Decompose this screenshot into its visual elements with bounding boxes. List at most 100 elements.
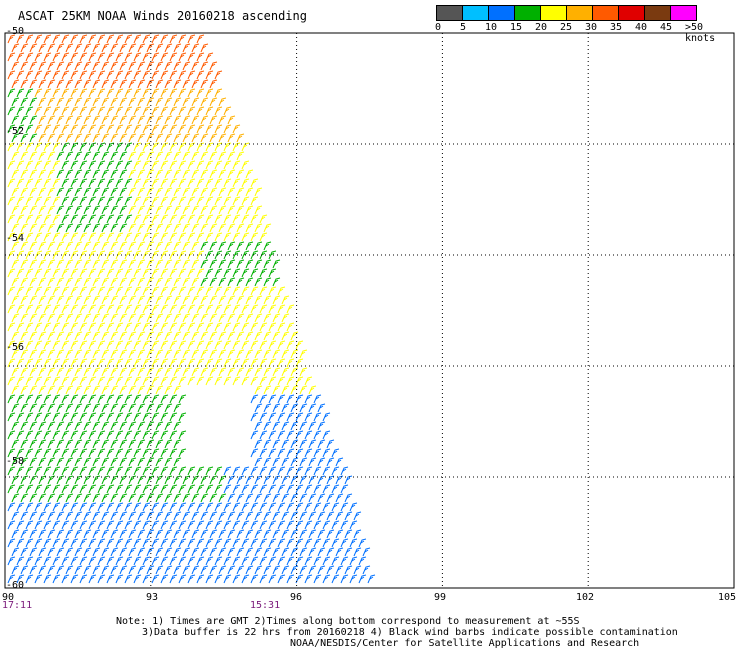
wind-barb — [101, 511, 110, 521]
wind-barb — [133, 196, 142, 206]
wind-barb — [92, 529, 101, 539]
wind-barb — [164, 223, 173, 233]
wind-barb — [56, 475, 65, 485]
wind-barb — [178, 178, 187, 188]
wind-barb — [38, 331, 47, 341]
wind-barb — [110, 403, 119, 413]
wind-barb — [250, 178, 259, 188]
wind-barb — [88, 538, 97, 548]
wind-barb — [101, 331, 110, 341]
wind-barb — [250, 232, 259, 242]
wind-barb — [326, 511, 335, 521]
wind-barb — [160, 412, 169, 422]
wind-barb — [263, 223, 272, 233]
wind-barb — [119, 493, 128, 503]
wind-barb — [259, 466, 268, 476]
wind-barb — [250, 358, 259, 368]
wind-barb — [335, 565, 344, 575]
wind-barb — [47, 277, 56, 287]
wind-barb — [196, 70, 205, 80]
wind-barb — [61, 250, 70, 260]
wind-barb — [7, 70, 16, 80]
wind-barb — [164, 97, 173, 107]
wind-barb — [20, 295, 29, 305]
wind-barb — [254, 223, 263, 233]
wind-barb — [38, 457, 47, 467]
wind-barb — [187, 304, 196, 314]
wind-barb — [155, 511, 164, 521]
wind-barb — [169, 52, 178, 62]
wind-barb — [38, 187, 47, 197]
wind-barb — [178, 52, 187, 62]
wind-barb — [20, 79, 29, 89]
wind-barb — [304, 556, 313, 566]
wind-barb — [83, 43, 92, 53]
wind-barb — [79, 250, 88, 260]
wind-barb — [218, 511, 227, 521]
wind-barb — [232, 466, 241, 476]
wind-barb — [263, 475, 272, 485]
wind-barb — [128, 565, 137, 575]
wind-barb — [308, 511, 317, 521]
wind-barb — [169, 520, 178, 530]
wind-barb — [16, 430, 25, 440]
wind-barb — [272, 565, 281, 575]
wind-barb — [277, 520, 286, 530]
wind-barb — [182, 133, 191, 143]
wind-barb — [97, 106, 106, 116]
wind-barb — [124, 466, 133, 476]
wind-barb — [178, 322, 187, 332]
wind-barb — [191, 313, 200, 323]
wind-barb — [128, 133, 137, 143]
wind-barb — [29, 133, 38, 143]
wind-barb — [92, 439, 101, 449]
wind-barb — [214, 358, 223, 368]
wind-barb — [128, 529, 137, 539]
wind-barb — [74, 277, 83, 287]
wind-barb — [259, 376, 268, 386]
wind-barb — [178, 376, 187, 386]
wind-barb — [241, 304, 250, 314]
wind-barb — [155, 43, 164, 53]
wind-barb — [227, 529, 236, 539]
wind-barb — [191, 331, 200, 341]
wind-barb — [16, 178, 25, 188]
wind-barb — [263, 547, 272, 557]
wind-barb — [236, 151, 245, 161]
wind-barb — [308, 529, 317, 539]
wind-barb — [43, 34, 52, 44]
wind-barb — [88, 214, 97, 224]
wind-barb — [250, 304, 259, 314]
wind-barb — [79, 358, 88, 368]
wind-barb — [317, 439, 326, 449]
wind-barb — [38, 61, 47, 71]
wind-barb — [254, 421, 263, 431]
wind-barb — [88, 466, 97, 476]
wind-barb — [187, 574, 196, 584]
wind-barb — [74, 79, 83, 89]
wind-barb — [101, 205, 110, 215]
wind-barb — [70, 268, 79, 278]
wind-barb — [83, 187, 92, 197]
wind-barb — [133, 286, 142, 296]
wind-barb — [295, 502, 304, 512]
wind-barb — [223, 286, 232, 296]
wind-barb — [11, 439, 20, 449]
wind-barb — [254, 331, 263, 341]
wind-barb — [182, 331, 191, 341]
wind-barb — [155, 493, 164, 503]
wind-barb — [25, 286, 34, 296]
wind-barb — [38, 277, 47, 287]
wind-barb — [272, 529, 281, 539]
wind-barb — [106, 250, 115, 260]
wind-barb — [106, 556, 115, 566]
wind-barb — [286, 556, 295, 566]
wind-barb — [196, 502, 205, 512]
wind-barb — [43, 556, 52, 566]
wind-barb — [173, 133, 182, 143]
wind-barb — [52, 196, 61, 206]
wind-barb — [263, 331, 272, 341]
wind-barb — [290, 403, 299, 413]
wind-barb — [196, 574, 205, 584]
wind-barb — [38, 79, 47, 89]
